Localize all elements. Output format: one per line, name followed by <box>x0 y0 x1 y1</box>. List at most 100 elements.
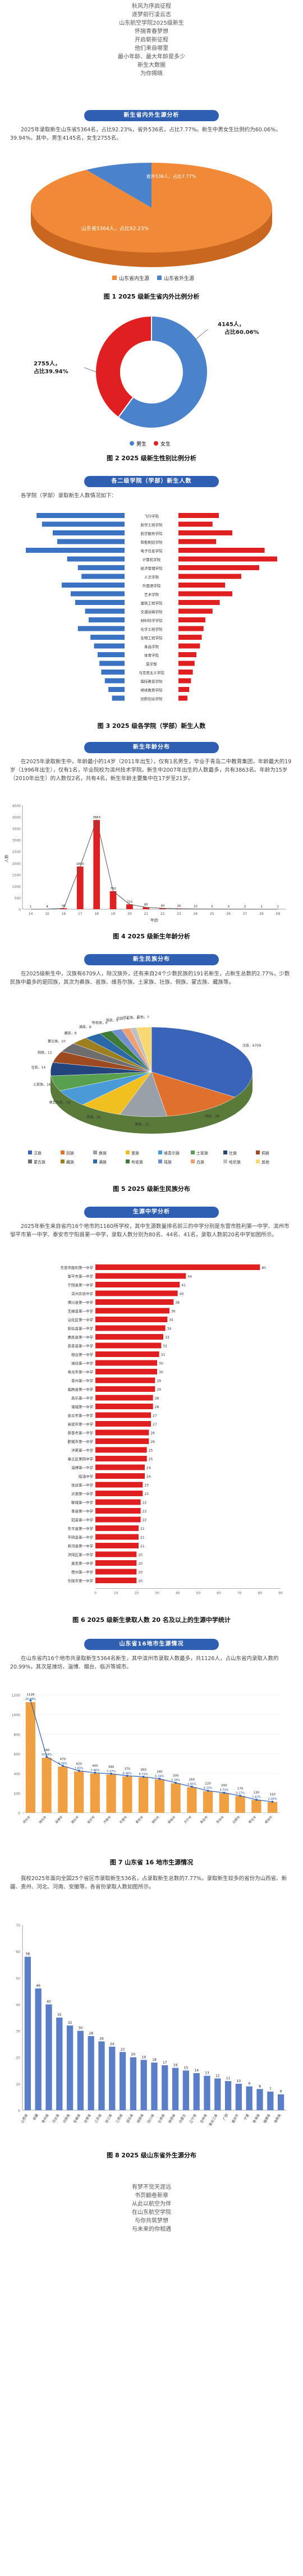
section-text-origin: 2025年录取新生山东省5364名，占比92.23%，省外536名，占比7.77… <box>10 127 281 141</box>
bar <box>76 866 84 909</box>
category-label: 平阴县第一中学 <box>68 1535 94 1540</box>
data-label: 40 <box>160 904 164 907</box>
bar-left <box>77 626 125 631</box>
percent-label: 7.27% <box>107 1770 116 1773</box>
bar <box>187 1787 197 1813</box>
category-label: 阳信县第一中学 <box>68 1326 94 1331</box>
bar <box>42 1758 52 1813</box>
bar-left <box>57 539 125 544</box>
bar <box>182 2070 190 2110</box>
data-label: 20 <box>138 1571 143 1575</box>
data-label: 780 <box>110 887 116 891</box>
bar <box>95 1317 168 1322</box>
x-tick-label: 烟台市 <box>70 1814 80 1825</box>
section-text-schools: 2025年新生来自省内16个地市的1160所学校，其中生源数量排名前三的中学分别… <box>10 1223 290 1238</box>
bar <box>122 1776 132 1813</box>
data-label: 4 <box>46 905 48 909</box>
category-label: 食品学院 <box>144 644 159 649</box>
bar <box>95 1516 141 1523</box>
data-label: 24 <box>146 1475 151 1479</box>
bar <box>95 1395 153 1401</box>
x-tick-label: 临沂市 <box>86 1814 96 1825</box>
bar <box>95 1543 139 1548</box>
category-label: 安丘市第一中学 <box>68 1413 94 1418</box>
bar <box>95 1264 260 1270</box>
category-label: 章丘区第四中学 <box>68 1456 94 1461</box>
slice-label: 苗族，20 <box>86 1115 101 1120</box>
x-tick-label: 26 <box>226 912 231 916</box>
data-label: 21 <box>140 1536 145 1540</box>
data-label: 24 <box>110 2042 114 2046</box>
legend-label: 白族 <box>196 1159 204 1165</box>
percent-label: 4.10% <box>204 1787 213 1790</box>
data-label: 23 <box>144 1492 149 1496</box>
percent-label: 2.42% <box>252 1795 261 1799</box>
x-axis-label: 年龄 <box>150 918 158 923</box>
data-label: 470 <box>60 1758 66 1761</box>
bar-right <box>178 617 205 622</box>
pie-slice-1 <box>86 163 152 208</box>
legend-label: 其他 <box>261 1159 269 1165</box>
bar <box>25 1702 35 1813</box>
pie-slice <box>136 1026 152 1072</box>
category-label: 临朐县第一中学 <box>68 1387 94 1392</box>
bar <box>95 1421 151 1427</box>
data-label: 29 <box>157 1379 161 1383</box>
bar-right <box>178 695 187 701</box>
category-label: 交通运输学院 <box>141 609 163 615</box>
x-tick-label: 21 <box>144 912 148 916</box>
x-tick-label: 贵州省 <box>41 2113 50 2124</box>
section-header-age: 新生年龄分布 <box>84 742 219 753</box>
bar <box>235 2083 242 2110</box>
bar-left <box>94 643 125 649</box>
y-tick-label: 2000 <box>12 862 21 866</box>
bar <box>193 2073 200 2110</box>
bar-left <box>62 583 125 588</box>
slice-label: 壮族，14 <box>31 1065 46 1070</box>
bar <box>45 2004 52 2110</box>
intro-poem-line: 山东航空学院2025级新生 <box>119 20 184 26</box>
line-point <box>206 1790 209 1792</box>
bar-left <box>98 652 125 657</box>
category-label: 张店第一中学 <box>71 1483 94 1488</box>
data-label: 22 <box>143 1519 147 1523</box>
legend-label: 汉族 <box>34 1151 42 1156</box>
line-point <box>94 1771 97 1774</box>
y-axis-label: 人数 <box>4 855 9 863</box>
data-label: 18 <box>152 2058 157 2062</box>
data-label-inner-0: 山东省5364人，占比92.23% <box>81 225 149 232</box>
bar <box>130 2057 137 2110</box>
x-tick-label: 10 <box>114 1592 118 1596</box>
x-tick-label: 16 <box>62 912 66 916</box>
figure-caption-1: 图 1 2025 级新生省内外比例分析 <box>103 293 200 300</box>
category-label: 化学工程学院 <box>141 627 163 632</box>
bar-left <box>81 574 125 579</box>
data-label: 40 <box>62 904 66 907</box>
chart-age: 0 500 1000 1500 2000 2500 3000 3500 4000 4500 人数 1 1… <box>4 804 286 923</box>
percent-label: 6.71% <box>139 1773 148 1776</box>
slice-label: 彝族，22 <box>135 1122 150 1127</box>
line-point <box>45 1755 48 1758</box>
data-label: 21 <box>140 1544 145 1548</box>
figure-caption-7: 图 7 山东省 16 地市生源情况 <box>109 1859 194 1866</box>
category-label: 临淄中学 <box>79 1474 94 1479</box>
legend-label: 维吾尔族 <box>164 1151 180 1156</box>
y-tick-label: 4000 <box>12 816 21 820</box>
chart-colleges: 飞行学院航空工程学院航空服务学院智能制造学院电子信息学院计算机学院经济管理学院人… <box>26 513 277 702</box>
bar <box>159 908 166 909</box>
legend-label-1: 山东省外生源 <box>164 275 194 282</box>
data-label: 22 <box>143 1501 147 1505</box>
line-point <box>239 1794 241 1797</box>
category-label: 冠县第一中学 <box>71 1518 94 1523</box>
legend-label: 苗族 <box>131 1151 139 1156</box>
bar <box>224 2081 232 2110</box>
legend-label: 瑶族 <box>164 1159 172 1165</box>
x-tick-label: 云南省 <box>157 2113 166 2124</box>
data-label: 110 <box>269 1793 276 1796</box>
leader-line-female <box>84 367 97 373</box>
bar <box>95 1447 147 1453</box>
legend-swatch <box>93 1151 97 1154</box>
data-label: 3863 <box>93 816 100 819</box>
category-label: 莱芜第一中学 <box>71 1561 94 1566</box>
bar-right <box>178 652 196 657</box>
